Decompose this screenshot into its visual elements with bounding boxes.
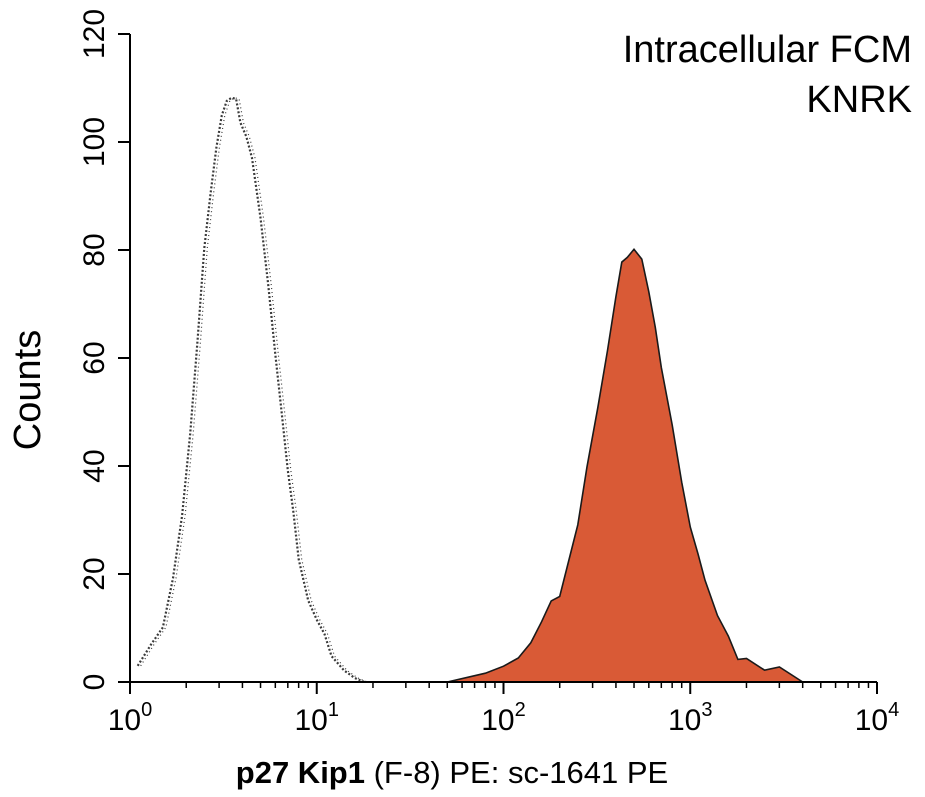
y-tick-label-4: 80 bbox=[78, 233, 111, 266]
y-tick-label-2: 40 bbox=[78, 449, 111, 482]
annotation-line-1: Intracellular FCM bbox=[623, 29, 912, 71]
x-tick-label-2: 102 bbox=[481, 699, 526, 737]
y-tick-label-0: 0 bbox=[78, 674, 111, 691]
y-tick-label-1: 20 bbox=[78, 557, 111, 590]
x-axis-label-rest: (F-8) PE: sc-1641 PE bbox=[365, 755, 668, 790]
y-tick-label-5: 100 bbox=[78, 117, 111, 167]
y-axis-label: Counts bbox=[7, 330, 49, 450]
series-1-fill bbox=[447, 249, 803, 683]
annotation-line-2: KNRK bbox=[806, 79, 912, 121]
series-0-outline bbox=[136, 96, 365, 684]
x-axis-label: p27 Kip1 (F-8) PE: sc-1641 PE bbox=[236, 755, 668, 790]
x-axis-label-bold: p27 Kip1 bbox=[236, 755, 365, 790]
series-1-outline bbox=[447, 248, 804, 683]
x-tick-label-1: 101 bbox=[295, 699, 340, 737]
y-tick-label-6: 120 bbox=[78, 9, 111, 59]
x-tick-label-3: 103 bbox=[668, 699, 713, 737]
x-tick-label-4: 104 bbox=[855, 699, 900, 737]
ticks-layer: 0 20 40 60 80 100 120 100 101 102 103 104 bbox=[78, 9, 899, 737]
axes-layer bbox=[129, 34, 877, 683]
y-tick-label-3: 60 bbox=[78, 341, 111, 374]
series-layer bbox=[136, 96, 804, 684]
x-tick-label-0: 100 bbox=[108, 699, 153, 737]
series-0-outline-shadow bbox=[140, 97, 368, 683]
